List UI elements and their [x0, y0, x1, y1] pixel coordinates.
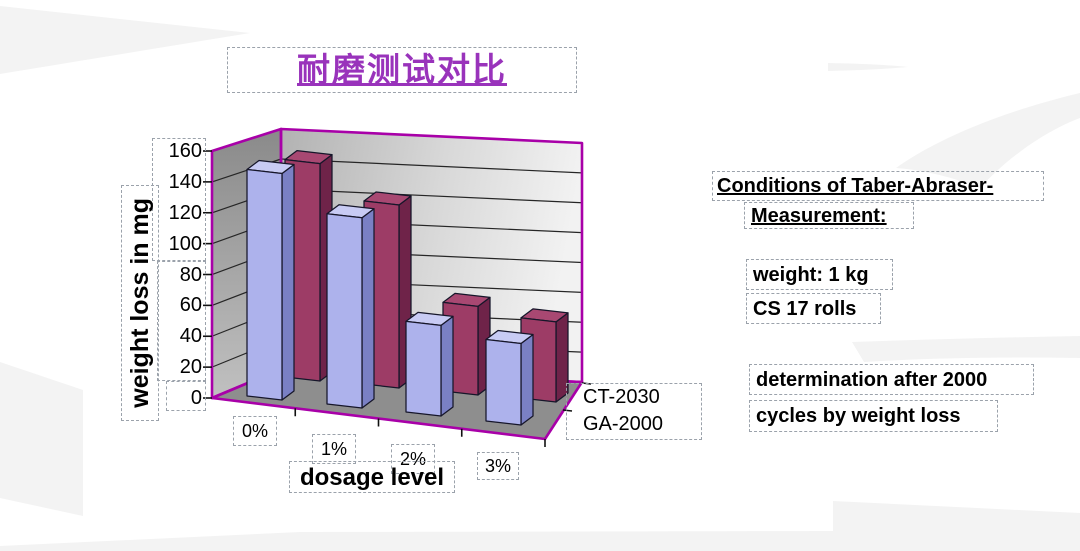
ytick-160: 160: [168, 140, 202, 162]
slide-title: 耐磨测试对比: [297, 50, 507, 89]
series-axis-labels-box[interactable]: CT-2030 GA-2000: [566, 383, 702, 440]
ytick-100: 100: [168, 233, 202, 255]
axis-ticks: [203, 150, 592, 447]
slide-title-placeholder[interactable]: 耐磨测试对比: [227, 47, 577, 93]
ytick-80: 80: [179, 264, 202, 286]
value-axis-labels-box-lower[interactable]: [157, 261, 206, 381]
ytick-40: 40: [179, 325, 202, 347]
background-swirl-graphics: [0, 6, 1080, 551]
conditions-item-determination-line1[interactable]: determination after 2000: [749, 364, 1034, 395]
ytick-0: 0: [190, 387, 202, 409]
conditions-heading-line2[interactable]: Measurement:: [744, 202, 914, 229]
category-label-3[interactable]: 3%: [477, 452, 519, 480]
series-label-ct2030: CT-2030: [583, 386, 660, 408]
ytick-60: 60: [179, 294, 202, 316]
series-label-ga2000: GA-2000: [583, 413, 664, 435]
ytick-120: 120: [168, 202, 202, 224]
value-axis-title: weight loss in mg: [125, 198, 154, 408]
value-axis-title-box[interactable]: weight loss in mg: [121, 185, 159, 421]
category-axis-title-box[interactable]: dosage level: [289, 461, 455, 493]
category-label-2[interactable]: 2%: [391, 444, 435, 474]
category-label-1[interactable]: 1%: [312, 434, 356, 464]
conditions-item-weight[interactable]: weight: 1 kg: [746, 259, 893, 290]
conditions-heading-line1[interactable]: Conditions of Taber-Abraser-: [712, 171, 1044, 201]
ytick-140: 140: [168, 171, 202, 193]
category-label-0[interactable]: 0%: [233, 416, 277, 446]
category-axis-title: dosage level: [299, 464, 445, 491]
conditions-item-rolls[interactable]: CS 17 rolls: [746, 293, 881, 324]
series-ga2000-bars: [246, 159, 534, 426]
ytick-20: 20: [179, 356, 202, 378]
value-axis-labels-box-upper[interactable]: [152, 138, 206, 261]
conditions-item-determination-line2[interactable]: cycles by weight loss: [749, 400, 998, 432]
value-axis-labels-box-zero[interactable]: [166, 381, 206, 411]
